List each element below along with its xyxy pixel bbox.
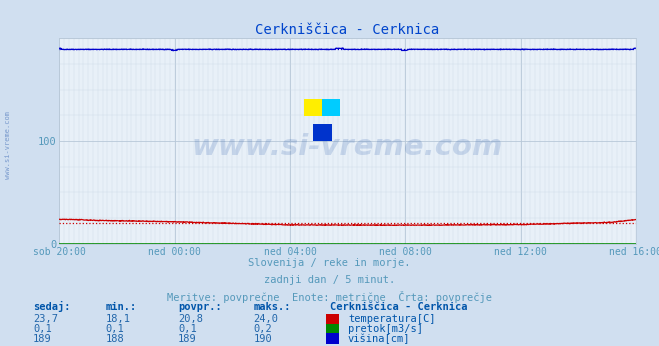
Text: 24,0: 24,0 — [254, 315, 279, 325]
Text: Cerkniščica - Cerknica: Cerkniščica - Cerknica — [330, 302, 467, 312]
Text: 18,1: 18,1 — [105, 315, 130, 325]
Text: 190: 190 — [254, 334, 272, 344]
Text: 189: 189 — [33, 334, 51, 344]
Text: temperatura[C]: temperatura[C] — [348, 315, 436, 325]
Text: 0,1: 0,1 — [178, 324, 196, 334]
Text: 23,7: 23,7 — [33, 315, 58, 325]
Text: 0,1: 0,1 — [33, 324, 51, 334]
Text: www.si-vreme.com: www.si-vreme.com — [5, 111, 11, 179]
Text: Meritve: povprečne  Enote: metrične  Črta: povprečje: Meritve: povprečne Enote: metrične Črta:… — [167, 291, 492, 303]
Text: www.si-vreme.com: www.si-vreme.com — [192, 133, 503, 161]
Title: Cerkniščica - Cerknica: Cerkniščica - Cerknica — [256, 23, 440, 37]
Text: maks.:: maks.: — [254, 302, 291, 312]
Text: 20,8: 20,8 — [178, 315, 203, 325]
Text: sedaj:: sedaj: — [33, 301, 71, 312]
Text: povpr.:: povpr.: — [178, 302, 221, 312]
Text: višina[cm]: višina[cm] — [348, 334, 411, 344]
Text: 189: 189 — [178, 334, 196, 344]
Text: pretok[m3/s]: pretok[m3/s] — [348, 324, 423, 334]
Text: 0,1: 0,1 — [105, 324, 124, 334]
Text: 188: 188 — [105, 334, 124, 344]
Text: zadnji dan / 5 minut.: zadnji dan / 5 minut. — [264, 275, 395, 285]
Text: min.:: min.: — [105, 302, 136, 312]
Text: Slovenija / reke in morje.: Slovenija / reke in morje. — [248, 258, 411, 268]
Text: 0,2: 0,2 — [254, 324, 272, 334]
